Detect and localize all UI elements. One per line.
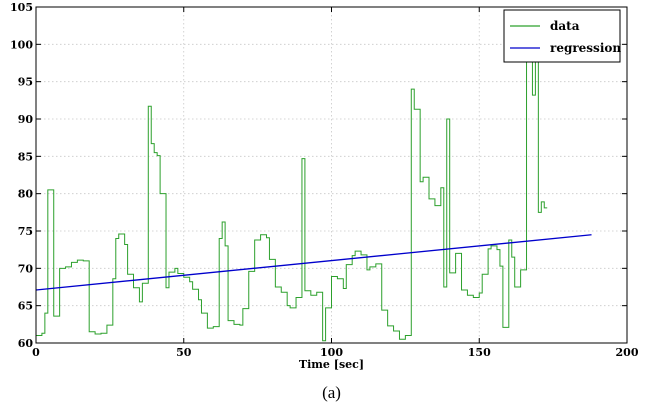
y-tick-label: 90 xyxy=(18,113,34,126)
y-tick-label: 80 xyxy=(18,188,34,201)
x-tick-label: 0 xyxy=(32,346,40,359)
x-tick-label: 100 xyxy=(320,346,343,359)
x-tick-label: 50 xyxy=(176,346,192,359)
series-layer xyxy=(35,30,592,342)
y-tick-label: 100 xyxy=(10,38,33,51)
figure-caption: (a) xyxy=(322,383,341,402)
x-tick-label: 150 xyxy=(468,346,491,359)
x-tick-label: 200 xyxy=(616,346,639,359)
y-tick-label: 65 xyxy=(18,300,33,313)
y-tick-label: 95 xyxy=(18,76,33,89)
series-data xyxy=(36,30,548,342)
legend-label-data: data xyxy=(550,19,580,33)
y-tick-label: 105 xyxy=(10,1,33,14)
legend: data regression xyxy=(503,9,621,63)
y-tick-label: 85 xyxy=(18,150,33,163)
ticks: 0 50 100 150 200 60 65 70 75 80 85 90 95 100 105 xyxy=(10,1,639,359)
y-tick-label: 75 xyxy=(18,225,33,238)
y-tick-label: 60 xyxy=(18,337,34,350)
legend-box xyxy=(503,9,621,63)
legend-label-regression: regression xyxy=(550,41,621,55)
series-regression xyxy=(35,234,592,291)
y-tick-label: 70 xyxy=(18,262,34,275)
x-axis-title: Time [sec] xyxy=(299,358,364,371)
